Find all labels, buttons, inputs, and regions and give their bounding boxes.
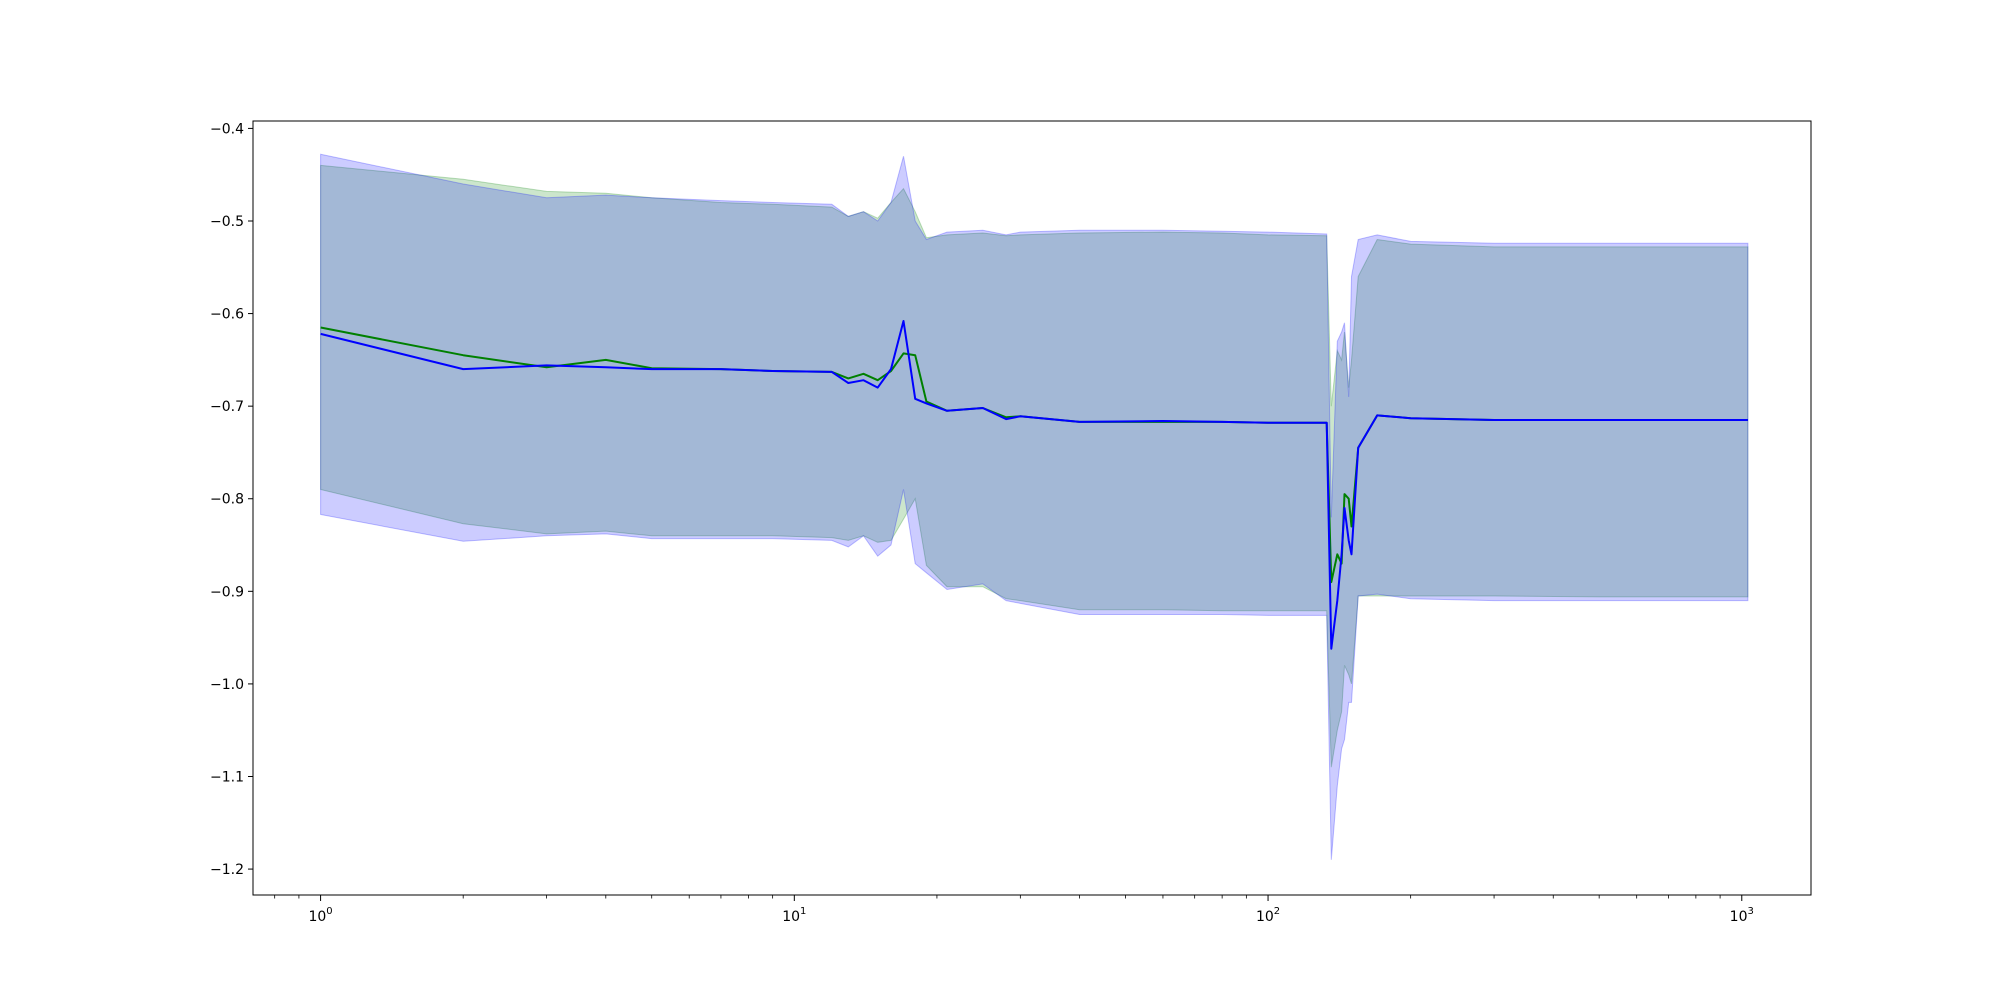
x-tick-label: 103: [1730, 906, 1754, 925]
band-series-1: [320, 164, 1749, 768]
band-series-2: [320, 153, 1749, 860]
y-tick-label: −0.6: [210, 307, 244, 323]
y-tick-label: −0.9: [210, 584, 244, 600]
y-tick-label: −1.1: [210, 769, 244, 785]
y-axis-ticks: −0.4 −0.5 −0.6 −0.7 −0.8 −0.9 −1.0 −1.1 −1.2: [210, 121, 253, 878]
y-tick-label: −0.5: [210, 214, 244, 230]
confidence-bands: [320, 153, 1749, 860]
line-series-2: [320, 320, 1748, 650]
y-tick-label: −0.7: [210, 399, 244, 415]
x-tick-label: 100: [308, 906, 332, 925]
x-tick-label: 102: [1256, 906, 1280, 925]
x-tick-label: 101: [782, 906, 806, 925]
y-tick-label: −0.4: [210, 121, 244, 137]
axes-frame: [252, 120, 1812, 896]
y-tick-label: −0.8: [210, 492, 244, 508]
y-tick-label: −1.2: [210, 862, 244, 878]
x-axis-ticks: 100 101 102 103: [308, 895, 1754, 925]
x-axis-minor-ticks: [274, 895, 1721, 899]
series-lines: [320, 320, 1748, 650]
y-tick-label: −1.0: [210, 677, 244, 693]
